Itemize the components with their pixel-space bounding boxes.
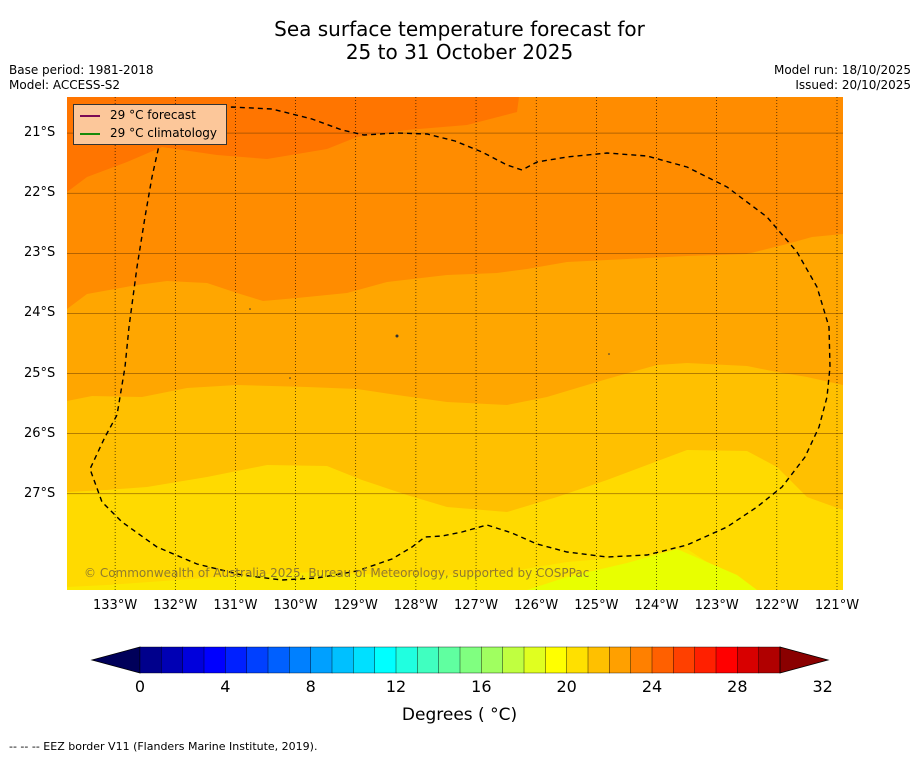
latitude-label: 21°S (24, 125, 56, 141)
colorbar-segment (182, 646, 205, 674)
colorbar-segment (289, 646, 312, 674)
climatology-label: 29 °C climatology (110, 126, 218, 140)
colorbar-tick-label: 16 (471, 677, 492, 696)
longitude-label: 125°W (574, 598, 619, 613)
colorbar-segment (374, 646, 397, 674)
latitude-label: 26°S (24, 425, 56, 441)
chart-title: Sea surface temperature forecast for 25 … (0, 18, 919, 64)
sst-map (67, 97, 843, 590)
longitude-label: 133°W (93, 598, 138, 613)
longitude-label: 130°W (273, 598, 318, 613)
forecast-label: 29 °C forecast (110, 108, 196, 122)
island-marker (249, 308, 251, 310)
colorbar-segment (459, 646, 482, 674)
colorbar-tick-label: 32 (812, 677, 833, 696)
island-markers (249, 308, 610, 379)
colorbar-segment (523, 646, 546, 674)
latitude-label: 22°S (24, 185, 56, 201)
climatology-line-swatch (80, 132, 100, 135)
map-graticule (67, 97, 843, 590)
colorbar-tick-label: 12 (385, 677, 407, 696)
longitude-label: 123°W (694, 598, 739, 613)
base-period: Base period: 1981-2018 (9, 63, 154, 77)
colorbar-segment (225, 646, 248, 674)
island-marker (608, 353, 610, 355)
island-marker (395, 334, 399, 338)
colorbar-segment (417, 646, 440, 674)
longitude-label: 127°W (453, 598, 499, 613)
island-marker (289, 377, 291, 379)
copyright-notice: © Commonwealth of Australia 2025, Bureau… (84, 566, 590, 580)
colorbar-segment (246, 646, 269, 674)
title-line-1: Sea surface temperature forecast for (274, 17, 645, 41)
colorbar-segment (673, 646, 696, 674)
colorbar-segment (545, 646, 568, 674)
colorbar-label: Degrees ( °C) (401, 705, 518, 725)
colorbar-segment (161, 646, 184, 674)
title-line-2: 25 to 31 October 2025 (345, 40, 574, 64)
colorbar-segment (139, 646, 162, 674)
colorbar-segment (395, 646, 418, 674)
eez-border (89, 106, 831, 581)
colorbar-segment (353, 646, 376, 674)
colorbar-segment (630, 646, 653, 674)
colorbar-tick-label: 8 (305, 677, 316, 696)
legend-climatology: 29 °C climatology (80, 125, 217, 141)
colorbar-segment (694, 646, 717, 674)
sst-band-22-23 (527, 549, 757, 590)
colorbar-segment (331, 646, 354, 674)
colorbar-segment (502, 646, 525, 674)
latitude-label: 25°S (24, 365, 56, 381)
colorbar-segment (587, 646, 610, 674)
colorbar-segment (438, 646, 461, 674)
longitude-label: 129°W (333, 598, 378, 613)
colorbar-tick-label: 20 (556, 677, 577, 696)
colorbar-under-arrow (90, 646, 141, 674)
forecast-line-swatch (80, 114, 100, 117)
colorbar-tick-label: 0 (134, 677, 146, 696)
colorbar-segment (203, 646, 226, 674)
colorbar-segment (310, 646, 333, 674)
longitude-label: 124°W (634, 598, 679, 613)
colorbar-segment (715, 646, 738, 674)
colorbar (90, 646, 830, 674)
issued-date: Issued: 20/10/2025 (795, 78, 911, 92)
contour-legend: 29 °C forecast 29 °C climatology (73, 104, 227, 145)
legend-forecast: 29 °C forecast (80, 107, 196, 123)
longitude-label: 126°W (514, 598, 559, 613)
longitude-label: 128°W (393, 598, 438, 613)
longitude-label: 132°W (153, 598, 198, 613)
colorbar-tick-label: 24 (641, 677, 663, 696)
colorbar-segment (566, 646, 589, 674)
model-name: Model: ACCESS-S2 (9, 78, 121, 92)
longitude-label: 121°W (814, 598, 860, 613)
colorbar-tick-label: 4 (220, 677, 231, 696)
colorbar-segment (609, 646, 632, 674)
model-run: Model run: 18/10/2025 (773, 63, 911, 77)
colorbar-segment (651, 646, 674, 674)
latitude-label: 27°S (24, 485, 56, 501)
colorbar-tick-label: 28 (727, 677, 748, 696)
longitude-label: 122°W (754, 598, 799, 613)
latitude-label: 23°S (24, 245, 56, 261)
colorbar-segment (481, 646, 504, 674)
longitude-label: 131°W (213, 598, 258, 613)
eez-footnote: -- -- -- EEZ border V11 (Flanders Marine… (9, 740, 318, 753)
colorbar-over-arrow (779, 646, 830, 674)
latitude-label: 24°S (24, 305, 56, 321)
colorbar-segment (267, 646, 290, 674)
meta-right: Model run: 18/10/2025 Issued: 20/10/2025 (774, 63, 911, 93)
colorbar-segment (737, 646, 760, 674)
colorbar-segment (758, 646, 781, 674)
meta-left: Base period: 1981-2018 Model: ACCESS-S2 (9, 63, 154, 93)
